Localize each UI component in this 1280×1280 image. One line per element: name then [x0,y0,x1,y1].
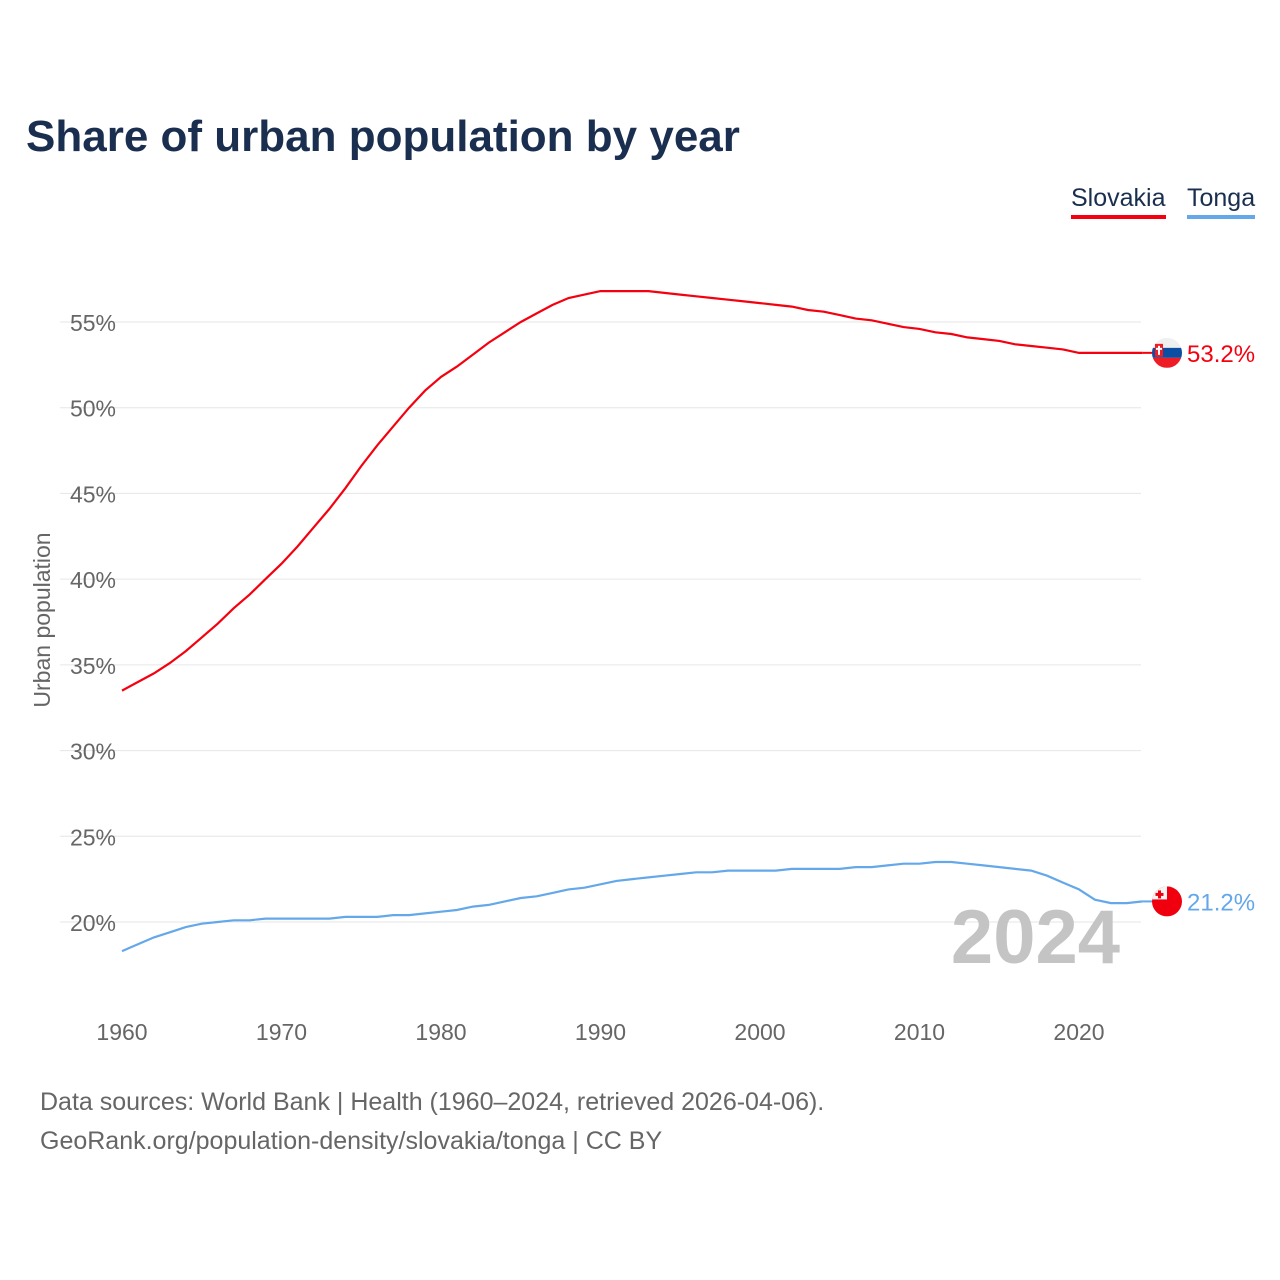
y-tick-label: 55% [70,310,116,336]
legend-item-slovakia[interactable]: Slovakia [1071,184,1166,219]
x-tick-label: 1970 [256,1019,307,1045]
y-axis-label: Urban population [29,532,55,707]
x-tick-label: 2010 [894,1019,945,1045]
series-line-tonga [121,860,1143,953]
legend-item-tonga[interactable]: Tonga [1187,184,1256,219]
footer-link[interactable]: GeoRank.org/population-density/slovakia/… [40,1127,663,1155]
x-tick-label: 1980 [415,1019,466,1045]
y-tick-label: 25% [70,824,116,850]
x-tick-label: 1990 [575,1019,626,1045]
x-tick-label: 2000 [734,1019,785,1045]
x-tick-label: 2020 [1053,1019,1104,1045]
tonga-flag-icon [1152,886,1182,917]
y-tick-label: 30% [70,739,116,765]
y-tick-label: 35% [70,653,116,679]
y-tick-label: 50% [70,396,116,422]
x-tick-label: 1960 [96,1019,147,1045]
slovakia-flag-icon [1152,337,1182,368]
chart-title: Share of urban population by year [26,112,740,161]
y-tick-label: 45% [70,481,116,507]
y-tick-label: 40% [70,567,116,593]
year-watermark: 2024 [951,895,1120,980]
end-value-label: 53.2% [1187,341,1255,368]
footer-source: Data sources: World Bank | Health (1960–… [40,1088,825,1116]
y-tick-label: 20% [70,910,116,936]
series-line-slovakia [121,290,1143,692]
end-value-label: 21.2% [1187,889,1255,916]
